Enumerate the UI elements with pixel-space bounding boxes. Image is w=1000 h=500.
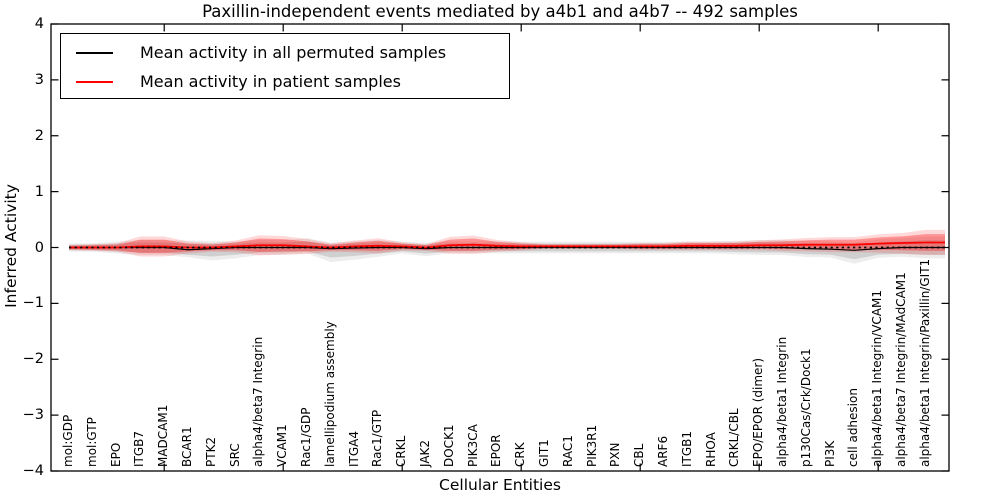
x-tick-label: Rac1/GTP bbox=[370, 409, 385, 467]
axis-ticks bbox=[51, 23, 949, 472]
x-tick-label: RHOA bbox=[703, 432, 718, 467]
x-tick-label: ITGA4 bbox=[346, 430, 361, 467]
x-tick-label: VCAM1 bbox=[275, 424, 290, 467]
x-tick-label: EPO/EPOR (dimer) bbox=[751, 357, 766, 467]
permuted-line-swatch bbox=[76, 51, 113, 54]
x-tick-label: PXN bbox=[608, 442, 623, 467]
x-tick-label: ITGB1 bbox=[679, 430, 694, 467]
x-tick-label: PTK2 bbox=[203, 436, 218, 467]
x-tick-label: mol:GDP bbox=[61, 414, 75, 467]
y-tick-label: 2 bbox=[34, 127, 44, 144]
x-tick-label: CRKL/CBL bbox=[727, 408, 742, 467]
x-tick-label: alpha4/beta1 Integrin/VCAM1 bbox=[870, 290, 885, 467]
x-tick-label: cell adhesion bbox=[846, 388, 861, 467]
x-axis-label: Cellular Entities bbox=[439, 476, 561, 494]
x-tick-label: alpha4/beta7 Integrin/MAdCAM1 bbox=[894, 272, 908, 467]
x-tick-label: CRKL bbox=[394, 435, 409, 467]
patient-line-swatch bbox=[76, 80, 113, 83]
y-tick-label: 0 bbox=[34, 239, 44, 256]
x-tick-label: MADCAM1 bbox=[156, 404, 171, 467]
x-tick-label: alpha4/beta7 Integrin bbox=[251, 336, 266, 467]
x-tick-label: EPOR bbox=[489, 434, 504, 467]
x-tick-label: GIT1 bbox=[537, 439, 551, 467]
x-tick-label: RAC1 bbox=[560, 435, 575, 467]
legend-item-patient: Mean activity in patient samples bbox=[61, 67, 509, 96]
x-tick-label: PI3K bbox=[822, 440, 837, 467]
legend-item-permuted: Mean activity in all permuted samples bbox=[61, 38, 509, 67]
x-tick-label: CRK bbox=[513, 442, 528, 467]
legend-label-patient: Mean activity in patient samples bbox=[140, 72, 401, 91]
y-tick-label: −3 bbox=[22, 407, 44, 424]
x-tick-label: mol:GTP bbox=[84, 417, 99, 467]
x-tick-label: Rac1/GDP bbox=[299, 407, 313, 467]
legend-label-permuted: Mean activity in all permuted samples bbox=[140, 43, 447, 62]
x-tick-label: SRC bbox=[227, 443, 242, 467]
x-tick-label: BCAR1 bbox=[180, 426, 194, 467]
y-tick-label: −1 bbox=[22, 295, 44, 312]
x-tick-label: alpha4/beta1 Integrin/Paxillin/GIT1 bbox=[917, 258, 932, 467]
x-tick-label: lamellipodium assembly bbox=[322, 321, 337, 467]
x-tick-label: ITGB7 bbox=[132, 430, 147, 467]
y-tick-label: 4 bbox=[34, 16, 44, 32]
x-tick-label: JAK2 bbox=[418, 439, 432, 467]
y-tick-label: 3 bbox=[34, 71, 44, 88]
x-tick-label: EPO bbox=[108, 442, 123, 467]
x-tick-label: PIK3R1 bbox=[584, 424, 599, 467]
y-tick-label: −4 bbox=[22, 463, 44, 479]
x-tick-label: CBL bbox=[632, 443, 647, 467]
x-tick-label: alpha4/beta1 Integrin bbox=[775, 336, 789, 467]
x-tick-label: p130Cas/Crk/Dock1 bbox=[798, 348, 813, 467]
y-tick-label: −2 bbox=[22, 351, 44, 368]
permuted-mean-line bbox=[69, 246, 945, 251]
chart-title: Paxillin-independent events mediated by … bbox=[202, 2, 798, 21]
x-tick-label: PIK3CA bbox=[465, 424, 480, 467]
legend: Mean activity in all permuted samples Me… bbox=[60, 33, 510, 99]
y-tick-label: 1 bbox=[34, 183, 44, 200]
x-tick-label: ARF6 bbox=[656, 435, 670, 467]
permuted-band-outer bbox=[69, 236, 945, 264]
patient-band-outer bbox=[69, 229, 945, 257]
x-tick-label: DOCK1 bbox=[441, 424, 456, 467]
